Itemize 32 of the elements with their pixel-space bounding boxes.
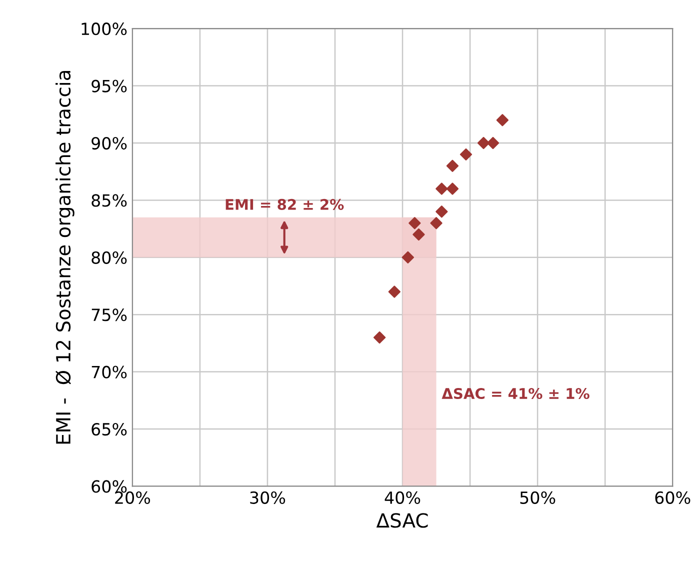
point: [412, 228, 425, 241]
y-tick-label: 85%: [92, 194, 127, 207]
point: [436, 182, 448, 195]
point: [477, 136, 490, 150]
point: [408, 217, 421, 230]
x-axis-title: ΔSAC: [376, 513, 428, 528]
y-tick-label: 60%: [92, 480, 127, 493]
y-tick-label: 90%: [92, 136, 127, 150]
point: [460, 148, 472, 161]
y-tick-label: 75%: [92, 308, 127, 322]
x-tick-label: 50%: [520, 491, 556, 504]
y-tick-label: 80%: [92, 251, 127, 264]
y-tick-label: 70%: [92, 366, 127, 378]
point: [446, 160, 459, 172]
point: [388, 286, 400, 298]
point: [486, 136, 500, 150]
x-tick-label: 30%: [250, 491, 286, 504]
point: [402, 251, 414, 264]
point: [373, 331, 386, 344]
point: [496, 114, 509, 126]
point: [436, 206, 448, 218]
y-axis-title: EMI - Ø 12 Sostanze organiche traccia: [56, 71, 74, 444]
point: [446, 182, 459, 195]
band-label: EMI = 82 ± 2%: [226, 198, 344, 210]
x-tick-label: 40%: [384, 491, 420, 504]
band-label: ΔSAC = 41% ± 1%: [442, 388, 590, 400]
y-tick-label: 95%: [92, 80, 127, 92]
x-tick-label: 20%: [115, 491, 150, 504]
x-tick-label: 60%: [655, 491, 690, 504]
y-tick-label: 65%: [92, 422, 127, 436]
point: [430, 217, 442, 230]
y-tick-label: 100%: [82, 22, 127, 36]
